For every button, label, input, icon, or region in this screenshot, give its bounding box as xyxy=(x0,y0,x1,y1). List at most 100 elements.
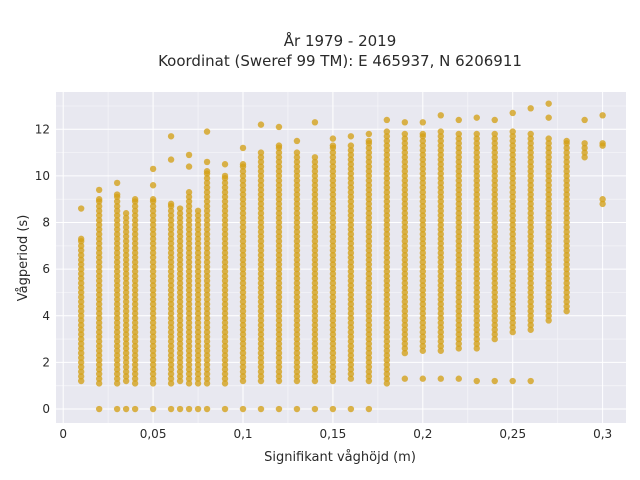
data-point xyxy=(149,254,157,261)
data-point xyxy=(149,342,157,350)
data-point xyxy=(509,324,516,331)
data-point xyxy=(437,230,444,238)
data-point xyxy=(329,223,337,231)
data-point xyxy=(419,119,427,126)
data-point xyxy=(122,345,130,352)
data-point xyxy=(401,312,409,319)
data-point xyxy=(365,242,373,250)
data-point xyxy=(257,196,265,203)
data-point xyxy=(95,361,103,368)
data-point xyxy=(491,307,498,315)
data-point xyxy=(455,116,462,124)
data-point xyxy=(239,228,247,236)
data-point xyxy=(383,207,391,215)
data-point xyxy=(149,203,157,210)
data-point xyxy=(419,263,427,271)
data-point xyxy=(419,151,427,159)
data-point xyxy=(95,186,103,194)
data-point xyxy=(167,380,175,387)
data-point xyxy=(257,331,265,338)
data-point xyxy=(131,207,139,215)
data-point xyxy=(419,142,427,149)
data-point xyxy=(329,368,337,375)
data-point xyxy=(347,161,355,168)
data-point xyxy=(176,214,184,222)
data-point xyxy=(473,219,480,226)
data-point xyxy=(113,291,121,298)
data-point xyxy=(365,158,373,166)
data-point xyxy=(293,154,301,161)
data-point xyxy=(563,293,570,301)
data-point xyxy=(365,293,373,301)
data-point xyxy=(383,286,391,294)
data-point xyxy=(131,240,139,247)
data-point xyxy=(509,198,516,205)
data-point xyxy=(545,284,552,292)
data-point xyxy=(293,191,301,198)
data-point xyxy=(347,319,355,326)
data-point xyxy=(563,270,570,278)
data-point xyxy=(329,158,337,166)
data-point xyxy=(185,163,193,170)
data-point xyxy=(563,214,570,222)
data-point xyxy=(383,235,391,243)
data-point xyxy=(185,356,193,364)
data-point xyxy=(77,298,85,305)
data-point xyxy=(419,249,427,257)
data-point xyxy=(365,130,373,138)
data-point xyxy=(437,258,444,266)
data-point xyxy=(131,342,139,350)
data-point xyxy=(257,312,265,319)
data-point xyxy=(545,307,552,315)
data-point xyxy=(194,244,202,252)
data-point xyxy=(185,207,193,215)
data-point xyxy=(509,240,516,247)
data-point xyxy=(293,345,301,352)
data-point xyxy=(455,326,462,333)
data-point xyxy=(527,326,534,333)
data-point xyxy=(599,140,606,147)
data-point xyxy=(239,251,247,259)
data-point xyxy=(293,261,301,268)
data-point xyxy=(239,331,247,338)
data-point xyxy=(113,272,121,280)
data-point xyxy=(77,242,85,250)
data-point xyxy=(401,317,409,324)
data-point xyxy=(185,342,193,350)
data-point xyxy=(221,370,229,378)
data-point xyxy=(176,359,184,366)
data-point xyxy=(329,349,337,357)
data-point xyxy=(545,172,552,180)
data-point xyxy=(329,359,337,366)
data-point xyxy=(221,314,229,322)
data-point xyxy=(509,147,516,154)
data-point xyxy=(176,210,184,217)
data-point xyxy=(473,326,480,333)
data-point xyxy=(275,200,283,208)
data-point xyxy=(401,340,409,347)
data-point xyxy=(545,144,552,152)
data-point xyxy=(293,298,301,305)
data-point xyxy=(149,268,157,275)
data-point xyxy=(563,186,570,194)
data-point xyxy=(455,284,462,292)
data-point xyxy=(149,375,157,382)
data-point xyxy=(599,196,606,203)
data-point xyxy=(419,305,427,312)
data-point xyxy=(239,377,247,385)
data-point xyxy=(401,256,409,264)
data-point xyxy=(383,142,391,149)
data-point xyxy=(527,270,534,278)
data-point xyxy=(203,240,211,247)
data-point xyxy=(149,314,157,322)
data-point xyxy=(176,317,184,324)
data-point xyxy=(401,214,409,222)
data-point xyxy=(311,237,319,245)
data-point xyxy=(122,233,130,240)
data-point xyxy=(509,128,516,135)
data-point xyxy=(383,198,391,205)
data-point xyxy=(383,170,391,177)
data-point xyxy=(473,261,480,268)
data-point xyxy=(419,147,427,154)
data-point xyxy=(509,109,516,117)
